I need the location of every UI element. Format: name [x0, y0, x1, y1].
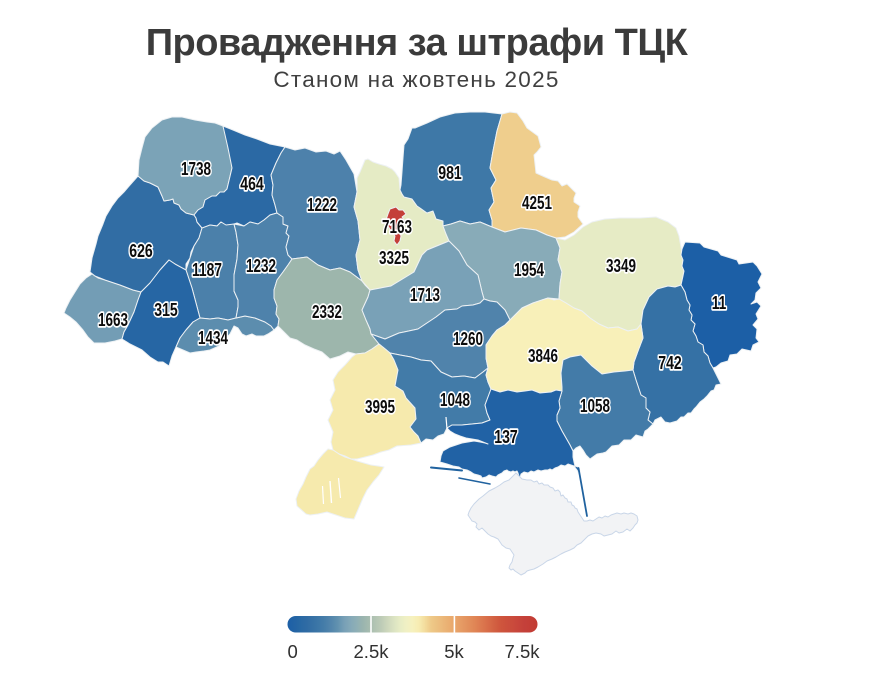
svg-text:1260: 1260 — [453, 329, 483, 349]
svg-text:3995: 3995 — [365, 397, 395, 417]
svg-text:3349: 3349 — [606, 256, 636, 276]
svg-text:7163: 7163 — [382, 217, 412, 237]
svg-text:1738: 1738 — [181, 159, 211, 179]
svg-text:1058: 1058 — [580, 396, 610, 416]
svg-text:11: 11 — [712, 293, 727, 313]
svg-text:4251: 4251 — [522, 193, 552, 213]
svg-text:464: 464 — [240, 174, 264, 194]
svg-text:626: 626 — [129, 241, 153, 261]
svg-text:7.5k: 7.5k — [505, 641, 541, 662]
svg-text:3325: 3325 — [379, 248, 409, 268]
svg-text:1434: 1434 — [198, 328, 228, 348]
svg-text:1187: 1187 — [192, 260, 222, 280]
svg-text:315: 315 — [154, 300, 178, 320]
svg-text:2.5k: 2.5k — [354, 641, 390, 662]
svg-text:137: 137 — [494, 427, 518, 447]
svg-text:981: 981 — [438, 163, 462, 183]
svg-text:1663: 1663 — [98, 310, 128, 330]
svg-text:1954: 1954 — [514, 260, 544, 280]
svg-text:5k: 5k — [444, 641, 464, 662]
svg-text:1232: 1232 — [246, 256, 276, 276]
svg-text:2332: 2332 — [312, 302, 342, 322]
svg-text:0: 0 — [288, 641, 298, 662]
svg-text:742: 742 — [658, 353, 682, 373]
svg-text:3846: 3846 — [528, 346, 558, 366]
svg-text:1713: 1713 — [410, 285, 440, 305]
svg-text:1222: 1222 — [307, 195, 337, 215]
svg-text:1048: 1048 — [440, 390, 470, 410]
